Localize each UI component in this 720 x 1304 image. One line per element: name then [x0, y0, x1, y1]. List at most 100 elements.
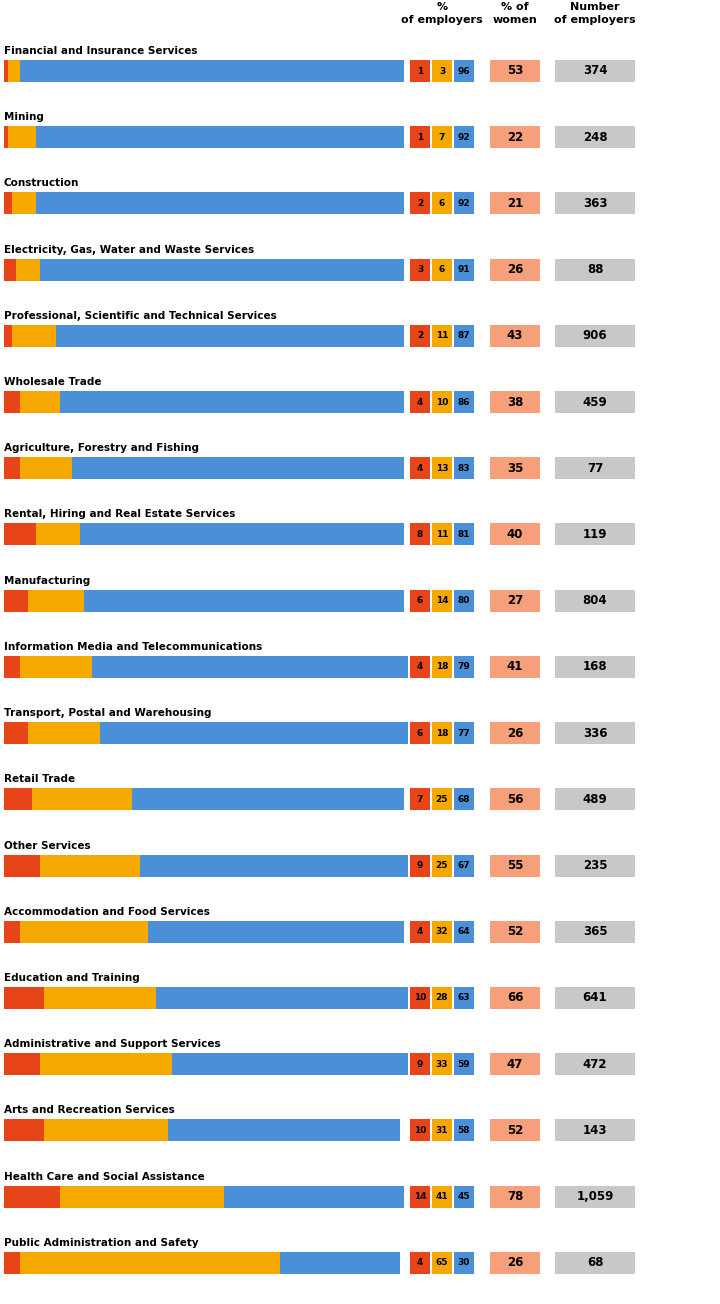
Bar — [490, 854, 540, 876]
Bar — [410, 1119, 430, 1141]
Text: 168: 168 — [582, 660, 607, 673]
Text: Health Care and Social Assistance: Health Care and Social Assistance — [4, 1171, 204, 1181]
Text: 77: 77 — [458, 729, 470, 738]
Bar — [4, 789, 32, 810]
Text: 336: 336 — [582, 726, 607, 739]
Text: 6: 6 — [439, 265, 445, 274]
Text: of employers: of employers — [401, 16, 483, 25]
Text: 7: 7 — [438, 133, 445, 142]
Bar — [555, 1185, 635, 1208]
Text: 3: 3 — [417, 265, 423, 274]
Bar — [555, 126, 635, 149]
Bar — [44, 1119, 168, 1141]
Text: 43: 43 — [507, 330, 523, 343]
Bar — [4, 1054, 40, 1076]
Text: 92: 92 — [458, 133, 470, 142]
Text: 79: 79 — [458, 662, 470, 672]
Text: 88: 88 — [587, 263, 603, 276]
Bar — [454, 60, 474, 82]
Text: 68: 68 — [458, 795, 470, 803]
Bar — [156, 987, 408, 1009]
Text: 25: 25 — [436, 861, 449, 870]
Bar — [4, 1185, 60, 1208]
Text: Manufacturing: Manufacturing — [4, 575, 90, 585]
Bar — [36, 523, 80, 545]
Bar — [32, 789, 132, 810]
Bar — [28, 722, 100, 745]
Text: 78: 78 — [507, 1191, 523, 1204]
Text: Financial and Insurance Services: Financial and Insurance Services — [4, 46, 197, 56]
Bar — [454, 258, 474, 280]
Bar — [490, 1252, 540, 1274]
Bar — [490, 589, 540, 612]
Text: 9: 9 — [417, 861, 423, 870]
Bar — [555, 722, 635, 745]
Text: 10: 10 — [414, 1125, 426, 1134]
Bar — [4, 60, 8, 82]
Bar — [410, 589, 430, 612]
Bar — [490, 258, 540, 280]
Text: Administrative and Support Services: Administrative and Support Services — [4, 1039, 220, 1050]
Bar — [454, 854, 474, 876]
Text: 1,059: 1,059 — [576, 1191, 613, 1204]
Text: Education and Training: Education and Training — [4, 973, 140, 983]
Text: Construction: Construction — [4, 179, 79, 188]
Bar — [454, 1252, 474, 1274]
Bar — [84, 589, 404, 612]
Bar — [432, 458, 452, 480]
Bar — [60, 1185, 224, 1208]
Text: 31: 31 — [436, 1125, 449, 1134]
Bar — [555, 193, 635, 214]
Bar — [132, 789, 404, 810]
Bar — [4, 258, 16, 280]
Text: 68: 68 — [587, 1256, 603, 1269]
Text: 8: 8 — [417, 529, 423, 539]
Bar — [490, 656, 540, 678]
Text: Public Administration and Safety: Public Administration and Safety — [4, 1237, 199, 1248]
Bar — [410, 1252, 430, 1274]
Bar — [555, 458, 635, 480]
Bar — [454, 325, 474, 347]
Bar — [410, 1185, 430, 1208]
Text: 63: 63 — [458, 994, 470, 1003]
Text: 26: 26 — [507, 726, 523, 739]
Bar — [20, 60, 404, 82]
Bar — [454, 656, 474, 678]
Text: 28: 28 — [436, 994, 449, 1003]
Bar — [490, 987, 540, 1009]
Bar — [36, 193, 404, 214]
Bar — [555, 391, 635, 413]
Bar — [490, 325, 540, 347]
Text: 6: 6 — [417, 596, 423, 605]
Bar — [490, 523, 540, 545]
Text: Professional, Scientific and Technical Services: Professional, Scientific and Technical S… — [4, 310, 276, 321]
Text: 6: 6 — [417, 729, 423, 738]
Text: % of: % of — [501, 3, 528, 12]
Bar — [555, 1119, 635, 1141]
Bar — [8, 126, 36, 149]
Bar — [432, 193, 452, 214]
Text: 65: 65 — [436, 1258, 449, 1267]
Text: 4: 4 — [417, 927, 423, 936]
Bar — [8, 60, 20, 82]
Bar — [432, 1185, 452, 1208]
Text: 459: 459 — [582, 395, 608, 408]
Bar — [454, 391, 474, 413]
Text: 80: 80 — [458, 596, 470, 605]
Bar — [4, 325, 12, 347]
Bar — [432, 1054, 452, 1076]
Text: Agriculture, Forestry and Fishing: Agriculture, Forestry and Fishing — [4, 443, 199, 454]
Bar — [454, 458, 474, 480]
Text: 56: 56 — [507, 793, 523, 806]
Text: Wholesale Trade: Wholesale Trade — [4, 377, 102, 387]
Text: 10: 10 — [414, 994, 426, 1003]
Bar — [410, 325, 430, 347]
Bar — [490, 126, 540, 149]
Bar — [490, 391, 540, 413]
Bar — [410, 1054, 430, 1076]
Text: Retail Trade: Retail Trade — [4, 775, 75, 784]
Text: 4: 4 — [417, 398, 423, 407]
Bar — [40, 854, 140, 876]
Bar — [432, 391, 452, 413]
Bar — [490, 789, 540, 810]
